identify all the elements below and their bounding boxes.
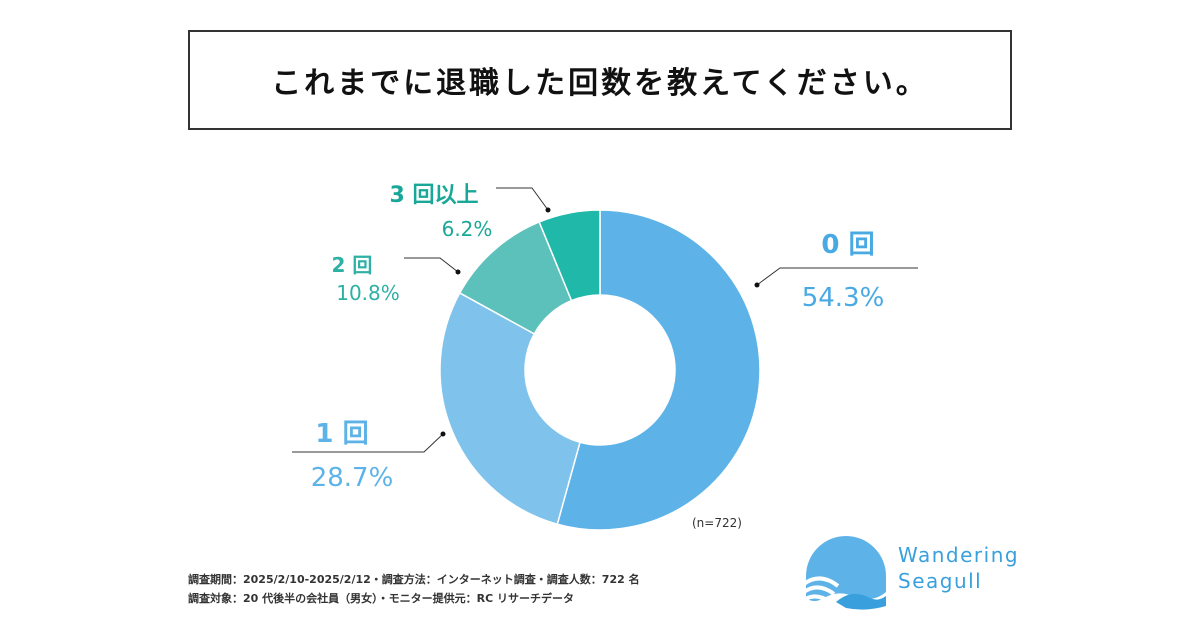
- slice-1: [439, 291, 581, 526]
- logo-line2: Seagull: [898, 569, 983, 593]
- slice-3-plus: [538, 209, 601, 302]
- leader-line-2: [404, 257, 459, 273]
- chart-title: これまでに退職した回数を教えてください。: [271, 66, 929, 101]
- value-label-3-plus: 6.2%: [442, 217, 493, 241]
- leader-dot-0: [754, 282, 760, 288]
- wandering-seagull-logo: Wandering Seagull: [802, 532, 1022, 612]
- leader-dot-1: [440, 431, 446, 437]
- survey-notes-line2: 調査対象：20 代後半の会社員（男女）・モニター提供元：RC リサーチデータ: [188, 592, 575, 605]
- slice-0: [556, 209, 761, 531]
- category-label-2: 2 回: [332, 253, 373, 277]
- value-label-2: 10.8%: [336, 281, 400, 305]
- logo-text: Wandering Seagull: [898, 542, 1019, 594]
- seagull-logo-icon: [802, 536, 886, 610]
- sample-size-label: (n=722): [692, 516, 742, 530]
- category-label-0: 0 回: [821, 230, 874, 260]
- category-label-3-plus: 3 回以上: [390, 183, 479, 208]
- leader-dot-3-plus: [545, 207, 551, 213]
- leader-line-3-plus: [496, 187, 549, 211]
- leader-dot-2: [455, 269, 461, 275]
- value-label-0: 54.3%: [802, 283, 885, 313]
- title-box: これまでに退職した回数を教えてください。: [188, 30, 1012, 130]
- survey-notes-line1: 調査期間：2025/2/10-2025/2/12・調査方法：インターネット調査・…: [188, 573, 640, 586]
- leader-line-0: [756, 267, 918, 286]
- category-label-1: 1 回: [315, 419, 368, 449]
- leader-line-1: [292, 433, 444, 453]
- value-label-1: 28.7%: [311, 463, 394, 493]
- logo-line1: Wandering: [898, 543, 1020, 567]
- survey-notes: 調査期間：2025/2/10-2025/2/12・調査方法：インターネット調査・…: [188, 570, 640, 608]
